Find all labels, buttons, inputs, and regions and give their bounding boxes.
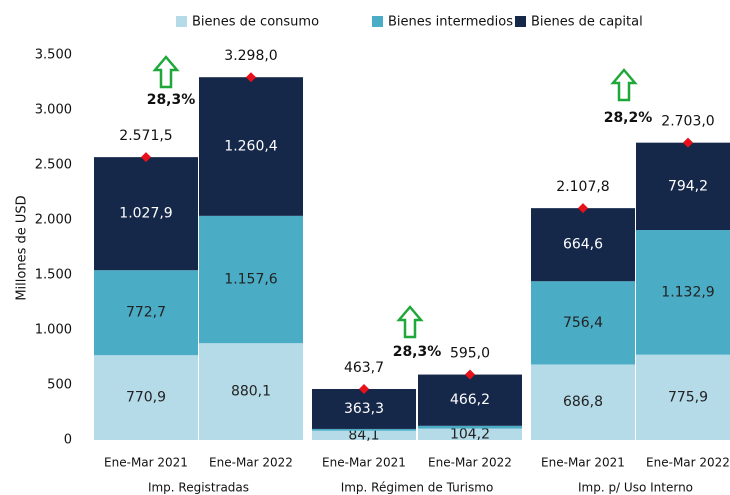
bar-segment [531,208,635,282]
bar-segment [312,428,416,431]
growth-arrow [610,68,638,102]
group-label: Imp. Régimen de Turismo [341,481,494,495]
x-tick-label: Ene-Mar 2022 [209,456,293,470]
x-tick-label: Ene-Mar 2021 [541,456,625,470]
data-label: 686,8 [563,394,603,410]
y-tick-label: 2.500 [35,158,72,173]
data-label: 1.260,4 [224,139,278,155]
data-label: 664,6 [563,237,603,253]
legend-swatch [176,16,187,27]
legend-swatch [515,16,526,27]
total-label: 3.298,0 [224,48,277,64]
bar-segment [94,355,198,440]
growth-arrow [152,55,180,89]
bar-segment [531,364,635,440]
data-label: 794,2 [668,178,708,194]
data-label: 756,4 [563,315,603,331]
bar-segment [636,354,730,440]
y-tick-label: 2.000 [35,213,72,228]
bar-segment [94,270,198,356]
growth-label: 28,3% [147,92,196,108]
data-label: 1.157,6 [224,272,278,288]
data-label: 84,1 [348,427,379,443]
legend-label: Bienes intermedios [388,15,513,30]
x-tick-label: Ene-Mar 2021 [104,456,188,470]
data-label: 466,2 [450,392,490,408]
y-tick-label: 3.000 [35,103,72,118]
x-tick-label: Ene-Mar 2021 [322,456,406,470]
legend-label: Bienes de capital [531,15,643,30]
bar-segment [199,77,303,216]
data-label: 880,1 [231,384,271,400]
group-label: Imp. Registradas [148,481,249,495]
total-label: 595,0 [450,346,490,362]
y-tick-label: 1.500 [35,268,72,283]
total-label: 2.571,5 [119,128,172,144]
total-marker [465,369,475,380]
bar-segment [531,281,635,365]
total-marker [683,137,693,148]
y-tick-label: 1.000 [35,323,72,338]
x-tick-label: Ene-Mar 2022 [646,456,730,470]
total-marker [359,383,369,394]
bar-segment [94,157,198,271]
bar-segment [312,388,416,429]
total-marker [141,152,151,163]
legend-swatch [372,16,383,27]
growth-label: 28,3% [393,344,442,360]
legend-label: Bienes de consumo [192,15,319,30]
total-label: 2.107,8 [556,179,609,195]
bar-segment [636,142,730,231]
y-tick-label: 500 [47,378,72,393]
bar-segment [418,374,522,426]
data-label: 1.132,9 [661,284,714,300]
data-label: 772,7 [126,305,166,321]
y-tick-label: 0 [64,433,72,448]
y-axis-label: Millones de USD [15,195,30,300]
y-tick-label: 3.500 [35,48,72,63]
total-label: 463,7 [344,360,384,376]
bar-segment [636,230,730,355]
group-label: Imp. p/ Uso Interno [578,481,693,495]
growth-arrow [396,305,424,339]
data-label: 775,9 [668,389,708,405]
data-label: 1.027,9 [119,206,172,222]
bar-segment [418,428,522,440]
growth-label: 28,2% [604,110,653,126]
bar-segment [199,215,303,344]
bar-segment [312,430,416,440]
x-tick-label: Ene-Mar 2022 [428,456,512,470]
total-marker [246,72,256,83]
data-label: 104,2 [450,426,490,442]
data-label: 363,3 [344,401,384,417]
bar-segment [418,425,522,429]
bar-segment [199,343,303,440]
data-label: 770,9 [126,390,166,406]
total-label: 2.703,0 [661,114,714,130]
total-marker [578,203,588,214]
